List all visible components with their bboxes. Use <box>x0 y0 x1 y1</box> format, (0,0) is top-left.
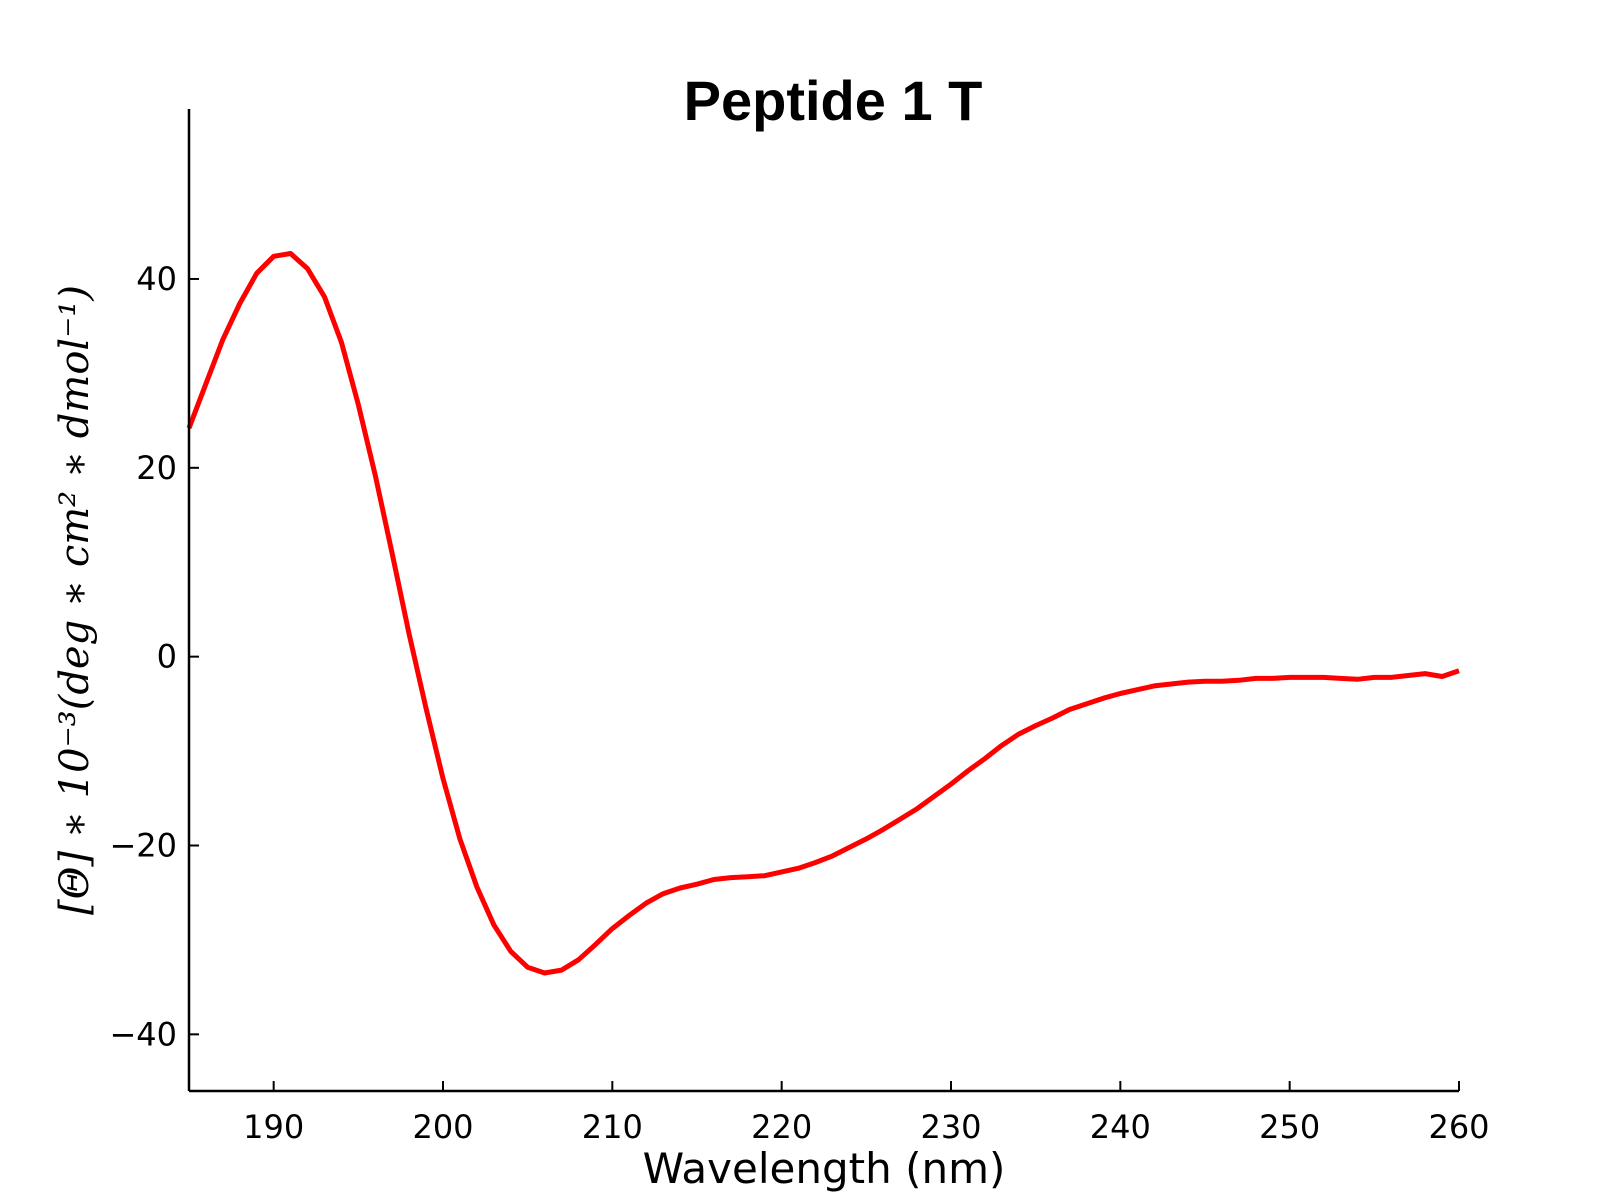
y-axis-label: [Θ] ∗ 10⁻³(deg ∗ cm² ∗ dmol⁻¹) <box>52 285 98 915</box>
x-axis-label: Wavelength (nm) <box>643 1144 1006 1193</box>
y-tick-label: 40 <box>136 260 177 298</box>
x-tick-label: 210 <box>582 1108 643 1146</box>
x-tick-label: 250 <box>1259 1108 1320 1146</box>
y-axis-ticks: −40 −20 0 20 40 <box>109 260 199 1053</box>
y-tick-label: 20 <box>136 449 177 487</box>
plot-area <box>186 251 1460 976</box>
x-tick-label: 260 <box>1428 1108 1489 1146</box>
chart-title: Peptide 1 T <box>684 69 983 132</box>
x-tick-label: 220 <box>751 1108 812 1146</box>
x-tick-label: 190 <box>243 1108 304 1146</box>
series-line-0 <box>186 251 1460 976</box>
x-tick-label: 240 <box>1090 1108 1151 1146</box>
y-tick-label: 0 <box>157 638 177 676</box>
x-axis-ticks: 190 200 210 220 230 240 250 260 <box>243 1081 1490 1146</box>
y-tick-label: −20 <box>109 827 177 865</box>
x-tick-label: 200 <box>412 1108 473 1146</box>
x-tick-label: 230 <box>920 1108 981 1146</box>
y-tick-label: −40 <box>109 1015 177 1053</box>
